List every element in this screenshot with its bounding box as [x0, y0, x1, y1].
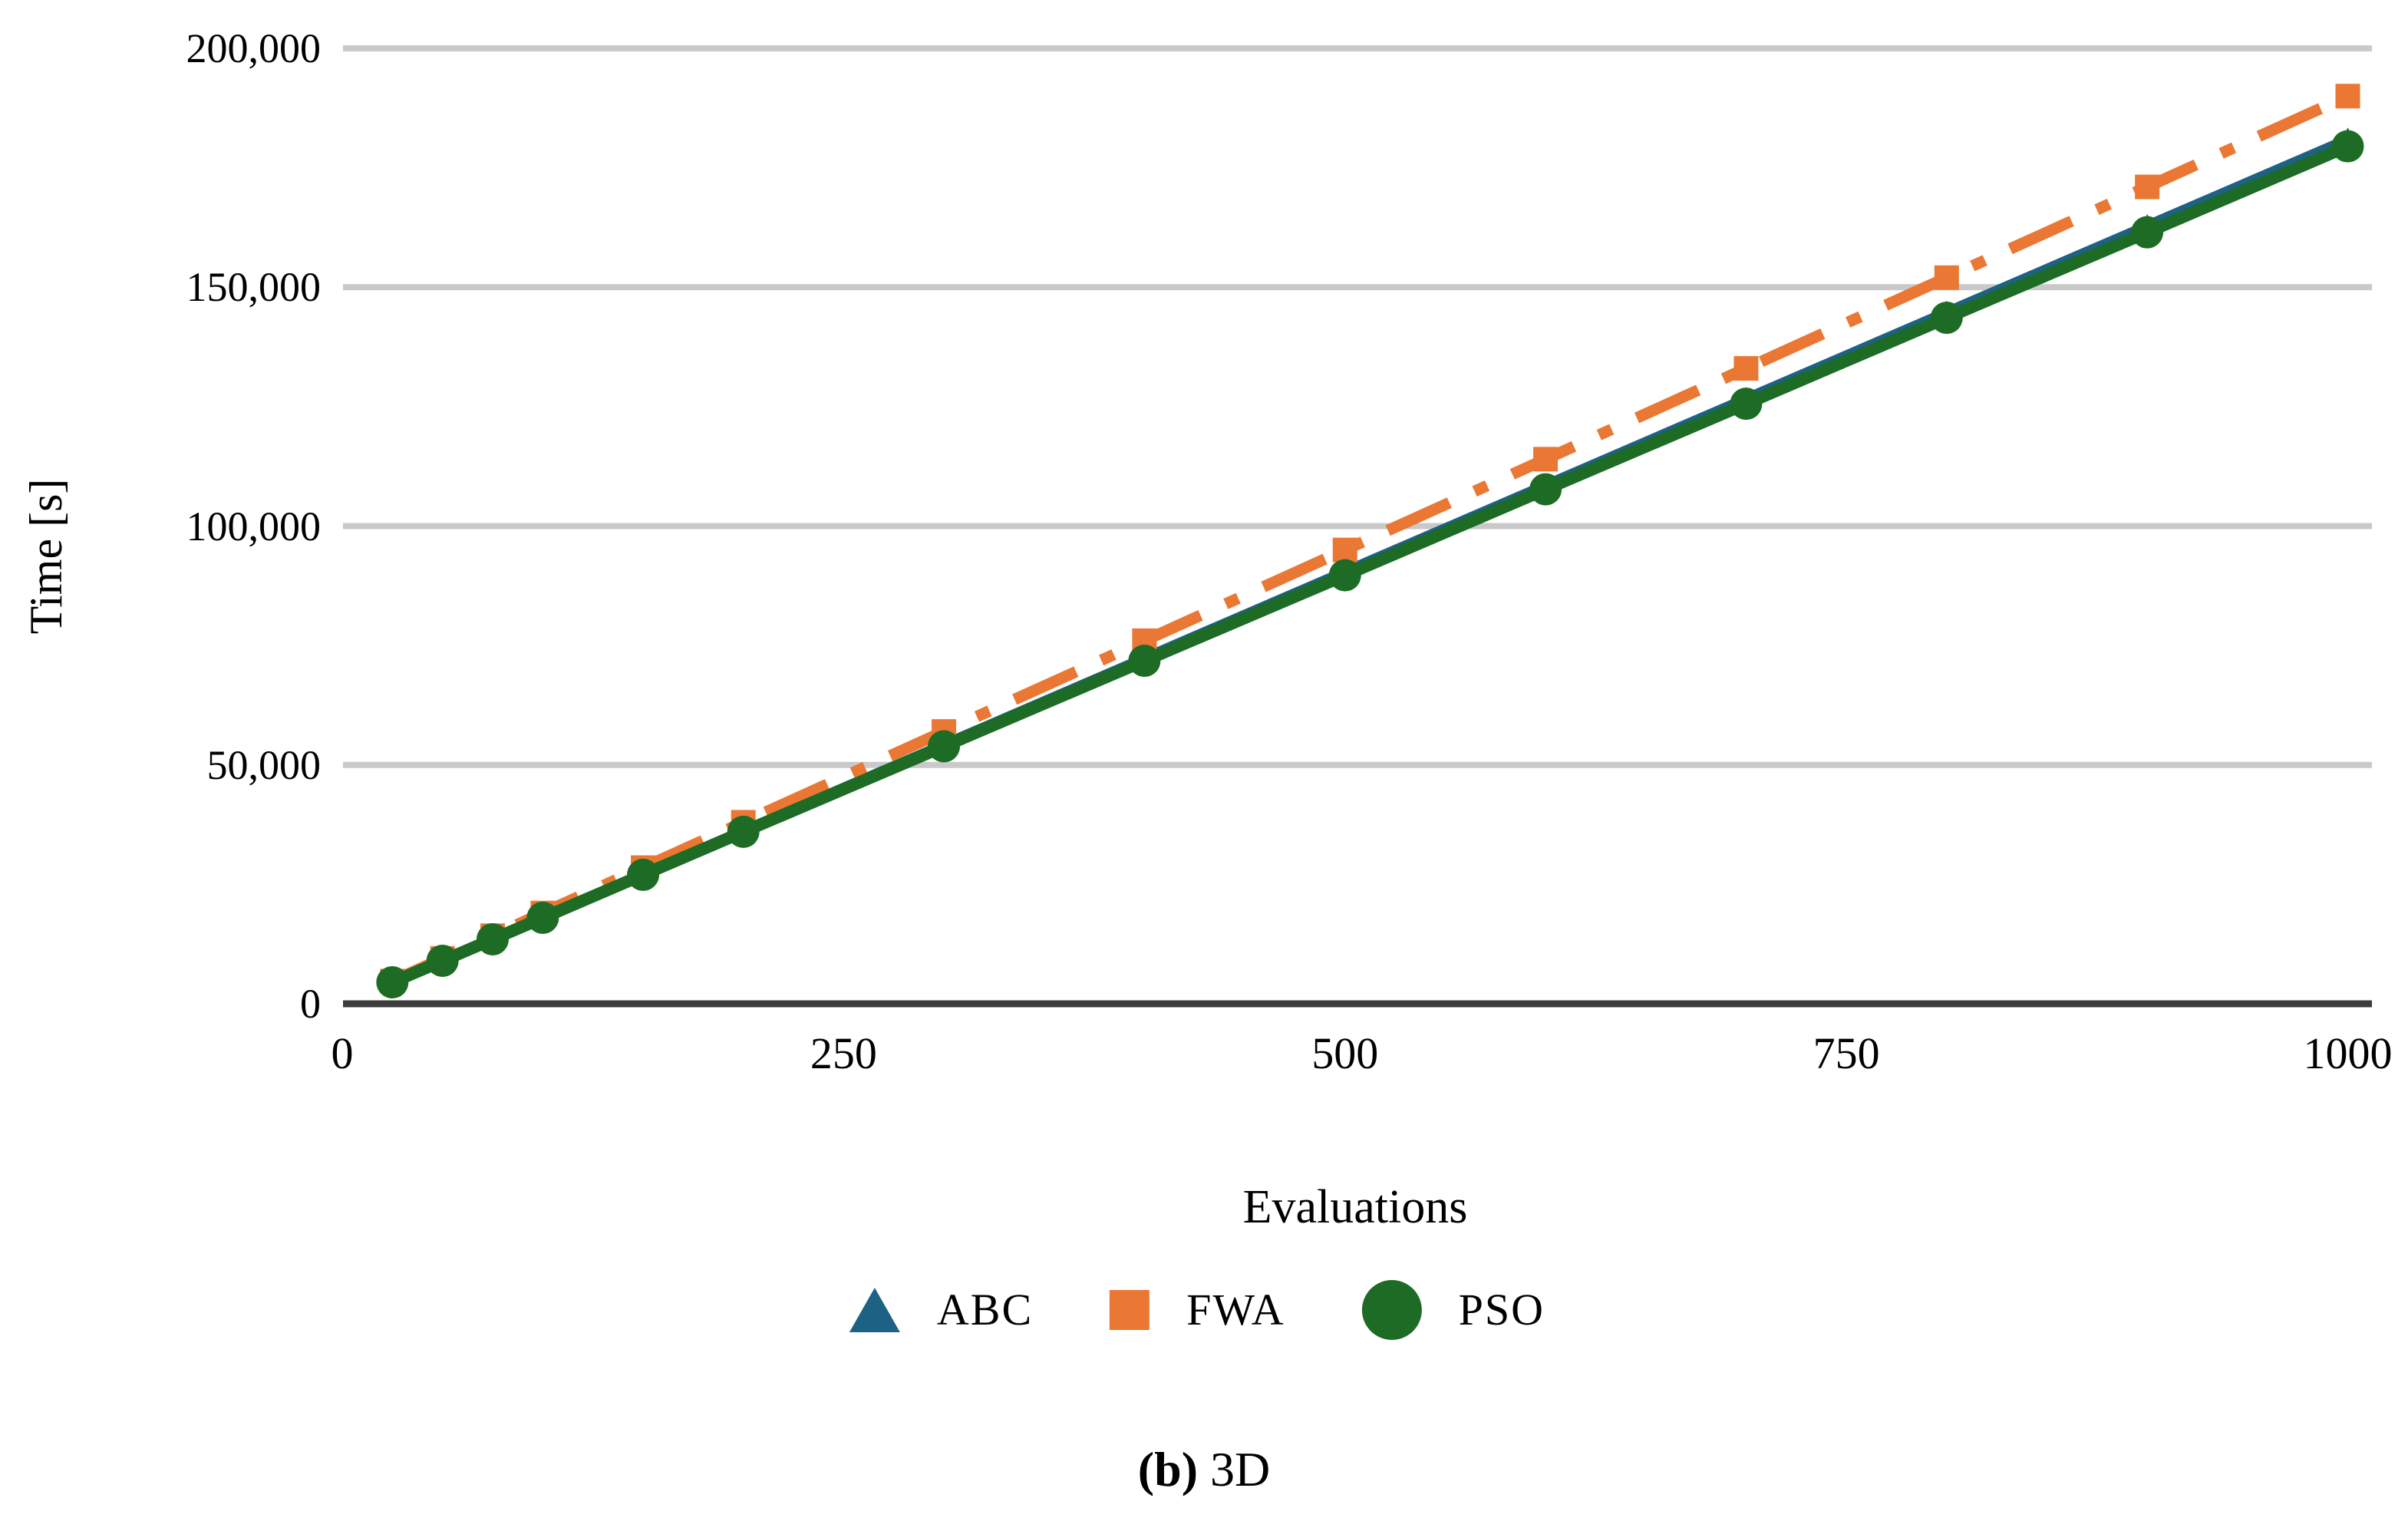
legend-label-PSO: PSO [1458, 1285, 1545, 1335]
pso-circle-icon [1361, 1280, 1422, 1340]
marker-circle [2331, 130, 2364, 163]
marker-square [1533, 447, 1559, 472]
marker-square [2335, 84, 2360, 109]
legend-item-FWA: FWA [1110, 1287, 1285, 1333]
x-tick-label-1000: 1000 [2303, 1028, 2393, 1078]
marker-square [1934, 265, 1959, 290]
y-tick-label-50000: 50,000 [206, 741, 322, 788]
legend-item-PSO: PSO [1361, 1280, 1545, 1340]
x-tick-label-0: 0 [331, 1028, 354, 1078]
figure-caption: (b) 3D [0, 1443, 2408, 1496]
marker-circle [2131, 216, 2164, 249]
caption-text: 3D [1210, 1442, 1271, 1496]
y-tick-label-200000: 200,000 [186, 25, 322, 71]
y-tick-label-100000: 100,000 [186, 503, 322, 549]
fwa-square-icon [1110, 1290, 1150, 1330]
x-tick-label-500: 500 [1311, 1028, 1379, 1078]
y-tick-label-150000: 150,000 [186, 264, 322, 311]
gridlines [343, 45, 2372, 768]
x-tick-label-750: 750 [1813, 1028, 1880, 1078]
legend: ABC FWA PSO [849, 1280, 1545, 1340]
marker-circle [1128, 645, 1161, 678]
legend-item-ABC: ABC [849, 1287, 1033, 1333]
series-line-FWA [390, 91, 2350, 987]
marker-circle [1328, 559, 1361, 592]
marker-circle [376, 965, 409, 998]
x-axis-title: Evaluations [1242, 1181, 1468, 1233]
marker-circle [426, 944, 459, 977]
marker-circle [1930, 302, 1963, 335]
marker-circle [928, 730, 961, 763]
series-line-PSO [390, 140, 2350, 988]
caption-index: (b) [1137, 1442, 1198, 1496]
marker-square [2135, 174, 2160, 200]
y-axis-title: Time [s] [21, 478, 71, 635]
marker-circle [526, 901, 559, 934]
series-PSO [376, 130, 2364, 998]
marker-circle [477, 922, 510, 955]
marker-circle [1529, 473, 1562, 506]
marker-circle [727, 815, 760, 848]
legend-label-ABC: ABC [936, 1285, 1034, 1335]
marker-circle [627, 858, 660, 891]
y-tick-label-0: 0 [300, 981, 321, 1027]
legend-label-FWA: FWA [1186, 1285, 1285, 1335]
x-tick-label-250: 250 [810, 1028, 877, 1078]
marker-square [1733, 356, 1759, 381]
marker-circle [1730, 388, 1763, 421]
abc-triangle-icon [849, 1288, 900, 1332]
marker-square [1332, 537, 1357, 563]
